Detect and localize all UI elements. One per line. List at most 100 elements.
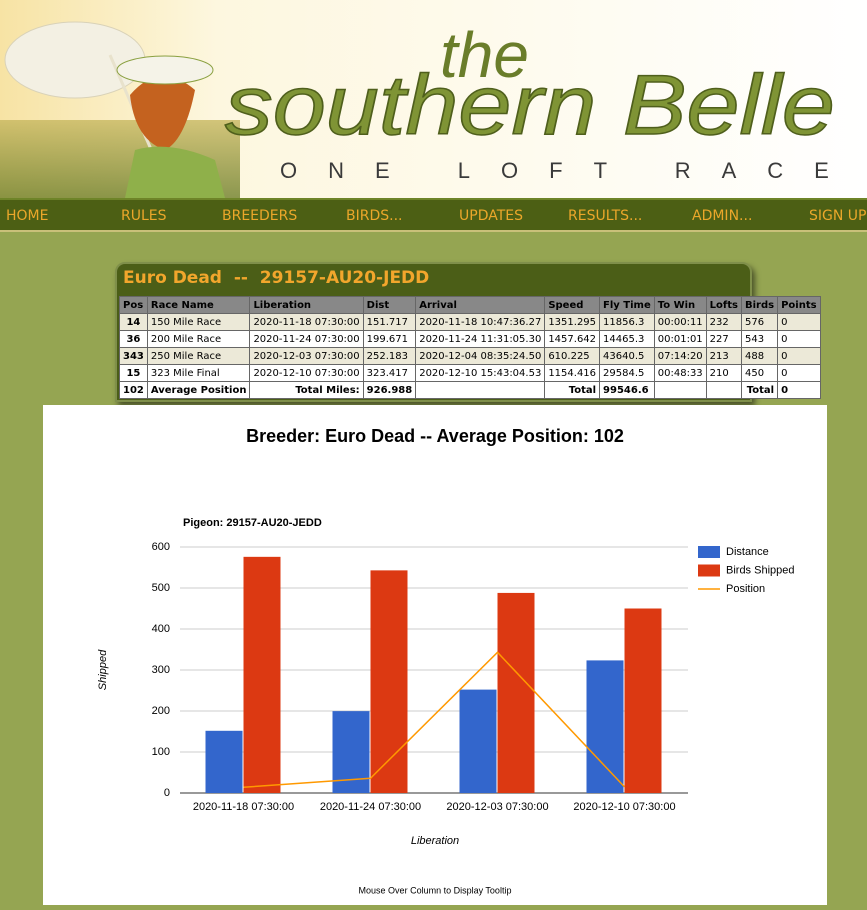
cell: 543 <box>740 330 779 348</box>
bar <box>624 608 662 793</box>
cell: 2020-11-24 07:30:00 <box>249 330 364 348</box>
nav-item[interactable]: RULES <box>121 208 167 224</box>
y-axis-label: Shipped <box>97 649 109 690</box>
cell: 11856.3 <box>599 313 655 331</box>
cell: 610.225 <box>544 347 601 365</box>
x-axis-label: Liberation <box>411 835 459 847</box>
column-header: Liberation <box>249 296 364 314</box>
footer-row: 102 Average Position Total Miles: 926.988 To… <box>119 381 821 399</box>
tagline: ONE LOFT RACE <box>280 158 860 183</box>
chart-title: Breeder: Euro Dead -- Average Position: … <box>246 426 624 446</box>
column-header: Points <box>777 296 821 314</box>
y-tick-label: 0 <box>164 787 170 799</box>
results-panel: Euro Dead -- 29157-AU20-JEDD Pos Race Nam… <box>115 262 821 402</box>
cell: 488 <box>740 347 779 365</box>
result-row: 14 150 Mile Race 2020-11-18 07:30:00 151.71… <box>119 313 821 331</box>
column-header: Fly Time <box>599 296 655 314</box>
cell: 199.671 <box>362 330 417 348</box>
y-tick-label: 200 <box>152 705 170 717</box>
bar <box>243 556 281 793</box>
chart-background <box>43 405 827 905</box>
empty-cell <box>415 381 546 399</box>
legend-label: Position <box>726 583 765 595</box>
cell: 2020-12-04 08:35:24.50 <box>415 347 546 365</box>
nav-item[interactable]: ADMIN... <box>692 208 753 224</box>
cell: 200 Mile Race <box>146 330 251 348</box>
cell: 15 <box>119 364 148 382</box>
cell: 1154.416 <box>544 364 601 382</box>
bar <box>586 660 624 793</box>
footer-cell: 102 <box>119 381 148 399</box>
column-header: Speed <box>544 296 601 314</box>
cell: 450 <box>740 364 779 382</box>
cell: 151.717 <box>362 313 417 331</box>
nav-item[interactable]: BIRDS... <box>346 208 403 224</box>
footer-cell: 99546.6 <box>599 381 655 399</box>
cell: 00:00:11 <box>653 313 707 331</box>
column-header: Pos <box>119 296 148 314</box>
cell: 1457.642 <box>544 330 601 348</box>
x-tick-label: 2020-11-24 07:30:00 <box>320 801 421 813</box>
footer-cell: Total Miles: <box>249 381 364 399</box>
cell: 323 Mile Final <box>146 364 251 382</box>
footer-cell: 926.988 <box>362 381 417 399</box>
empty-cell <box>705 381 743 399</box>
cell: 0 <box>777 347 821 365</box>
column-header: Arrival <box>415 296 546 314</box>
y-tick-label: 400 <box>152 623 170 635</box>
result-row: 36 200 Mile Race 2020-11-24 07:30:00 199.67… <box>119 330 821 348</box>
legend-label: Distance <box>726 546 769 558</box>
header-row: Pos Race Name Liberation Dist Arrival Speed Fl… <box>119 296 821 314</box>
cell: 210 <box>705 364 743 382</box>
cell: 250 Mile Race <box>146 347 251 365</box>
empty-cell <box>653 381 707 399</box>
nav-item[interactable]: BREEDERS <box>222 208 298 224</box>
cell: 2020-12-10 07:30:00 <box>249 364 364 382</box>
cell: 150 Mile Race <box>146 313 251 331</box>
column-header: To Win <box>653 296 707 314</box>
chart: Breeder: Euro Dead -- Average Position: … <box>43 405 827 905</box>
banner: the southern Belle ONE LOFT RACE <box>0 0 867 198</box>
cell: 00:48:33 <box>653 364 707 382</box>
cell: 213 <box>705 347 743 365</box>
y-tick-label: 500 <box>152 582 170 594</box>
footer-cell: Total <box>740 381 779 399</box>
bar <box>370 570 408 793</box>
cell: 227 <box>705 330 743 348</box>
result-row: 343 250 Mile Race 2020-12-03 07:30:00 252.1… <box>119 347 821 365</box>
cell: 36 <box>119 330 148 348</box>
cell: 07:14:20 <box>653 347 707 365</box>
column-header: Dist <box>362 296 417 314</box>
cell: 2020-12-03 07:30:00 <box>249 347 364 365</box>
cell: 2020-11-18 10:47:36.27 <box>415 313 546 331</box>
result-row: 15 323 Mile Final 2020-12-10 07:30:00 323.4… <box>119 364 821 382</box>
logo: southern Belle <box>225 58 835 152</box>
y-tick-label: 100 <box>152 746 170 758</box>
cell: 43640.5 <box>599 347 655 365</box>
cell: 1351.295 <box>544 313 601 331</box>
nav-item[interactable]: RESULTS... <box>568 208 643 224</box>
legend-swatch <box>698 564 720 577</box>
cell: 0 <box>777 330 821 348</box>
y-tick-label: 600 <box>152 541 170 553</box>
results-table: Pos Race Name Liberation Dist Arrival Speed Fl… <box>119 296 821 399</box>
bar <box>459 689 497 793</box>
nav-item[interactable]: UPDATES <box>459 208 523 224</box>
cell: 576 <box>740 313 779 331</box>
cell: 232 <box>705 313 743 331</box>
chart-subtitle: Pigeon: 29157-AU20-JEDD <box>183 517 322 529</box>
x-tick-label: 2020-11-18 07:30:00 <box>193 801 294 813</box>
nav-item[interactable]: HOME <box>6 208 49 224</box>
line-series <box>243 651 626 789</box>
cell: 14 <box>119 313 148 331</box>
footer-cell: Total <box>544 381 601 399</box>
chart-note: Mouse Over Column to Display Tooltip <box>359 885 512 895</box>
panel-title: Euro Dead -- 29157-AU20-JEDD <box>123 268 430 288</box>
cell: 2020-11-24 11:31:05.30 <box>415 330 546 348</box>
legend-swatch <box>698 546 720 558</box>
cell: 252.183 <box>362 347 417 365</box>
cell: 0 <box>777 313 821 331</box>
nav-item[interactable]: SIGN UP <box>809 208 867 224</box>
cell: 14465.3 <box>599 330 655 348</box>
